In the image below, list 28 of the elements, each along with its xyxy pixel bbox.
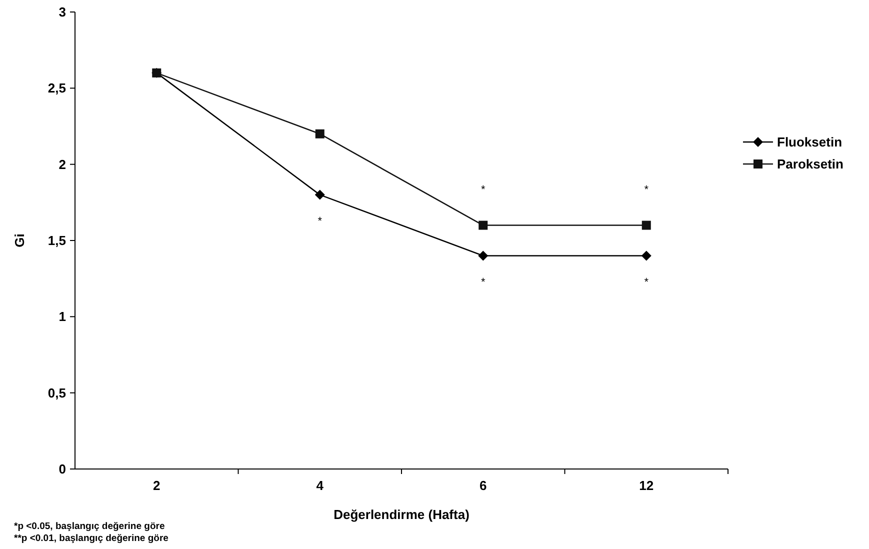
y-tick-label: 3 <box>58 4 66 20</box>
y-tick-label: 0 <box>58 462 66 477</box>
y-tick-label: 2 <box>58 156 66 172</box>
x-tick-label: 12 <box>639 478 654 493</box>
point <box>315 129 324 138</box>
annotation: * <box>644 184 650 196</box>
y-tick-label: 2,5 <box>48 80 66 96</box>
annotation: * <box>480 276 486 288</box>
point <box>642 220 651 230</box>
legend-label: Paroksetin <box>777 156 844 172</box>
x-axis-title: Değerlendirme (Hafta) <box>334 507 470 522</box>
point <box>314 190 325 200</box>
y-tick-label: 1 <box>58 309 66 324</box>
text: **p <0.01, başlangıç değerine göre <box>14 533 168 544</box>
text: *p <0.05, başlangıç değerine göre <box>14 521 165 532</box>
annotation: * <box>644 276 650 288</box>
y-axis-title: Gi <box>12 234 27 248</box>
x-tick-label: 2 <box>153 478 160 493</box>
point <box>478 220 488 230</box>
y-tick-label: 1,5 <box>48 233 66 248</box>
point <box>641 250 652 261</box>
legend-label: Fluoksetin <box>777 134 842 150</box>
annotation: * <box>480 184 486 196</box>
annotation: * <box>318 216 323 228</box>
x-tick-label: 4 <box>316 478 324 493</box>
point <box>478 250 488 261</box>
x-tick-label: 6 <box>480 478 487 493</box>
y-tick-label: 0,5 <box>48 385 66 400</box>
